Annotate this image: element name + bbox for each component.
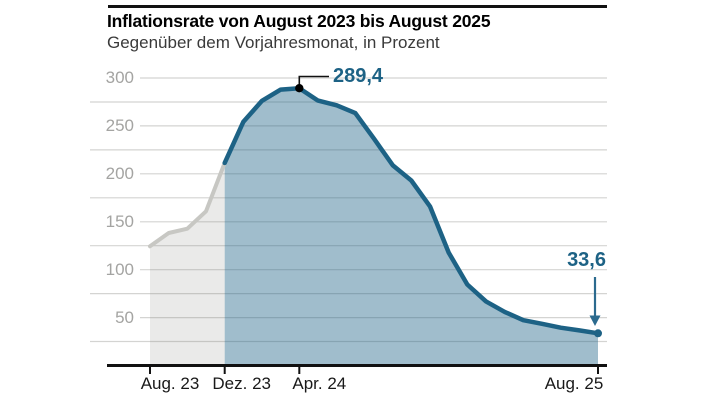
x-axis-tick	[597, 367, 599, 374]
x-axis-line	[107, 364, 607, 367]
y-axis-label: 200	[105, 163, 134, 183]
annotation-latest-value: 33,6	[567, 249, 606, 271]
area-blue	[224, 88, 598, 365]
annotation-peak-value: 289,4	[333, 65, 384, 87]
y-axis-label: 150	[105, 211, 134, 231]
x-axis-tick	[223, 367, 226, 374]
x-axis-tick	[149, 367, 151, 374]
y-axis-label: 100	[105, 259, 134, 279]
line-gray	[148, 160, 227, 249]
x-axis-label: Dez. 23	[212, 374, 271, 393]
peak-connector-line	[298, 75, 329, 87]
x-axis-tick	[298, 367, 301, 374]
y-axis-label: 50	[115, 307, 134, 327]
top-rule	[108, 5, 607, 8]
down-arrow-head	[589, 315, 601, 326]
peak-marker-dot	[295, 84, 304, 93]
x-axis-label: Aug. 25	[544, 374, 604, 393]
y-axis-label: 250	[105, 115, 134, 135]
x-axis-label: Apr. 24	[292, 374, 347, 393]
line-blue	[222, 85, 601, 336]
x-axis-label: Aug. 23	[140, 374, 200, 393]
chart-title: Inflationsrate von August 2023 bis Augus…	[107, 11, 491, 31]
chart-subtitle: Gegenüber dem Vorjahresmonat, in Prozent	[107, 33, 440, 52]
end-marker-dot	[594, 329, 602, 338]
y-axis-label: 300	[105, 68, 134, 87]
